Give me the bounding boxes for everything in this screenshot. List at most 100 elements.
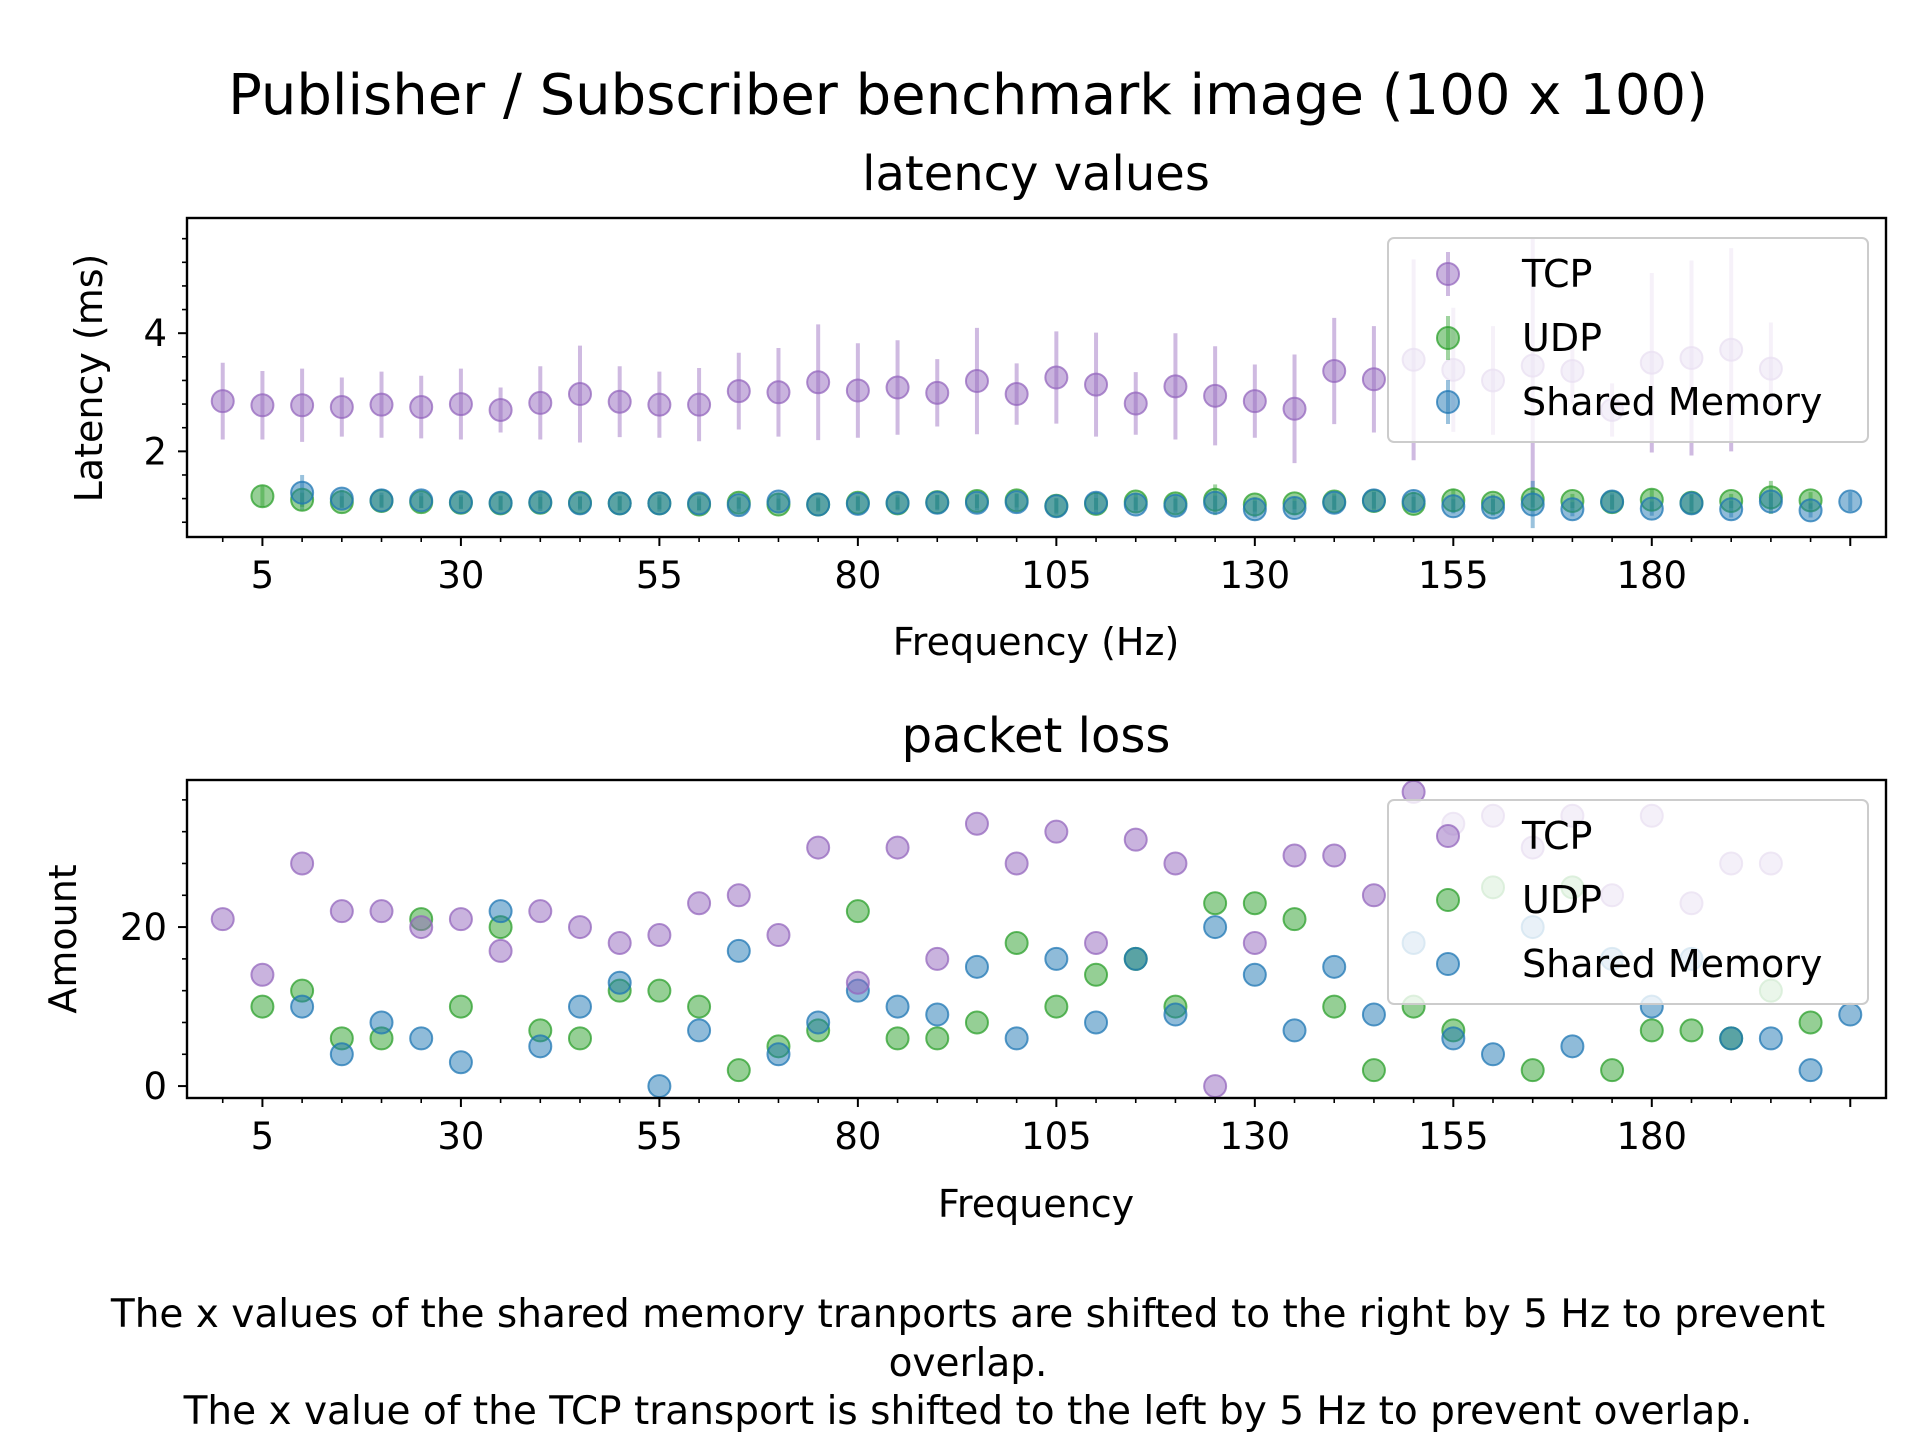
packet-loss-udp-point [845,899,870,924]
latency-shared-memory-point [766,489,791,514]
packet-loss-shared-memory-point [1322,954,1347,979]
latency-shared-memory-point [409,488,434,513]
packet-loss-shared-memory-point [1044,946,1069,971]
latency-y-tick-label: 4 [143,312,167,355]
latency-tcp-point [448,392,473,417]
packet-loss-tcp-point [925,946,950,971]
latency-tcp-point [885,375,910,400]
packet-loss-tcp-point [845,970,870,995]
packet-loss-shared-memory-point [806,1010,831,1035]
latency-shared-memory-point [329,486,354,511]
packet-loss-tcp-point [409,915,434,940]
latency-tcp-point [1203,383,1228,408]
latency-shared-memory-point [1600,489,1625,514]
latency-shared-memory-point [1758,489,1783,514]
latency-legend-udp-label: UDP [1522,316,1602,360]
latency-tcp-point [1282,396,1307,421]
latency-tcp-point [1044,365,1069,390]
packet-loss-y-axis-label: Amount [41,864,85,1013]
latency-shared-memory-point [1084,490,1109,515]
packet-loss-tcp-point [250,962,275,987]
latency-tcp-point [964,369,989,394]
latency-panel-title: latency values [862,146,1210,202]
packet-loss-shared-memory-point [1798,1058,1823,1083]
packet-loss-legend-tcp-marker [1436,824,1460,848]
packet-loss-shared-memory-point [1838,1002,1863,1027]
latency-x-tick-label: 5 [251,554,275,597]
packet-loss-shared-memory-point [925,1002,950,1027]
latency-shared-memory-point [1163,493,1188,518]
latency-shared-memory-point [726,493,751,518]
packet-loss-shared-memory-point [369,1010,394,1035]
packet-loss-x-tick-label: 155 [1418,1115,1489,1158]
latency-shared-memory-point [448,490,473,515]
latency-tcp-point [845,378,870,403]
packet-loss-udp-point [567,1026,592,1051]
packet-loss-panel-title: packet loss [902,708,1171,764]
latency-shared-memory-point [1560,497,1585,522]
packet-loss-shared-memory-point [1004,1026,1029,1051]
packet-loss-tcp-point [448,907,473,932]
latency-tcp-point [1084,372,1109,397]
latency-panel: latency values TCP UDP Shared Memory 5 30 55… [67,146,1888,664]
latency-shared-memory-point [1004,490,1029,515]
latency-tcp-point [1004,382,1029,407]
packet-loss-shared-memory-point [726,938,751,963]
packet-loss-plot-frame [185,778,1888,1100]
latency-tcp-point [369,392,394,417]
latency-udp-point [250,484,275,509]
packet-loss-tcp-point [1361,883,1386,908]
latency-shared-memory-point [1838,489,1863,514]
latency-x-tick-label: 80 [834,554,881,597]
packet-loss-udp-point [1361,1058,1386,1083]
packet-loss-udp-point [1084,962,1109,987]
packet-loss-shared-memory-point [1163,1002,1188,1027]
latency-shared-memory-point [488,490,513,515]
packet-loss-shared-memory-point [1441,1026,1466,1051]
latency-shared-memory-point [369,488,394,513]
packet-loss-udp-point [885,1026,910,1051]
packet-loss-y-tick-label: 0 [143,1065,167,1108]
packet-loss-shared-memory-point [687,1018,712,1043]
packet-loss-tcp-point [1004,851,1029,876]
packet-loss-shared-memory-point [488,899,513,924]
packet-loss-legend-tcp-label: TCP [1521,814,1592,858]
latency-tcp-point [210,389,235,414]
packet-loss-shared-memory-point [1084,1010,1109,1035]
latency-legend: TCP UDP Shared Memory [1387,237,1869,443]
packet-loss-tcp-point [1203,1074,1228,1099]
latency-legend-box [1387,237,1869,443]
packet-loss-udp-point [250,994,275,1019]
latency-tcp-point [1123,391,1148,416]
packet-loss-legend: TCP UDP Shared Memory [1387,799,1869,1005]
latency-shared-memory-point [1798,498,1823,523]
latency-shared-memory-point [1322,490,1347,515]
packet-loss-udp-point [1282,907,1307,932]
packet-loss-udp-point [964,1010,989,1035]
packet-loss-x-tick-label: 80 [834,1115,881,1158]
packet-loss-shared-memory-point [409,1026,434,1051]
packet-loss-tcp-point [1044,819,1069,844]
latency-tcp-point [1322,359,1347,384]
footnote-line-2: overlap. [889,1341,1048,1386]
packet-loss-udp-point [1600,1058,1625,1083]
packet-loss-udp-point [1520,1058,1545,1083]
packet-loss-udp-point [687,994,712,1019]
figure-title: Publisher / Subscriber benchmark image (… [228,63,1708,128]
packet-loss-tcp-point [290,851,315,876]
latency-tcp-point [329,395,354,420]
latency-shared-memory-point [1679,491,1704,516]
latency-legend-shared-memory-marker [1436,390,1460,414]
latency-x-tick-label: 155 [1418,554,1489,597]
packet-loss-udp-point [1203,891,1228,916]
latency-legend-tcp-label: TCP [1521,252,1592,296]
packet-loss-tcp-point [885,835,910,860]
latency-shared-memory-point [1282,496,1307,521]
packet-loss-udp-point [1004,930,1029,955]
footnote-line-1: The x values of the shared memory tranpo… [110,1292,1825,1337]
latency-legend-udp-marker [1436,326,1460,350]
packet-loss-shared-memory-point [1560,1034,1585,1059]
latency-shared-memory-point [1203,490,1228,515]
packet-loss-shared-memory-point [567,994,592,1019]
packet-loss-tcp-point [806,835,831,860]
